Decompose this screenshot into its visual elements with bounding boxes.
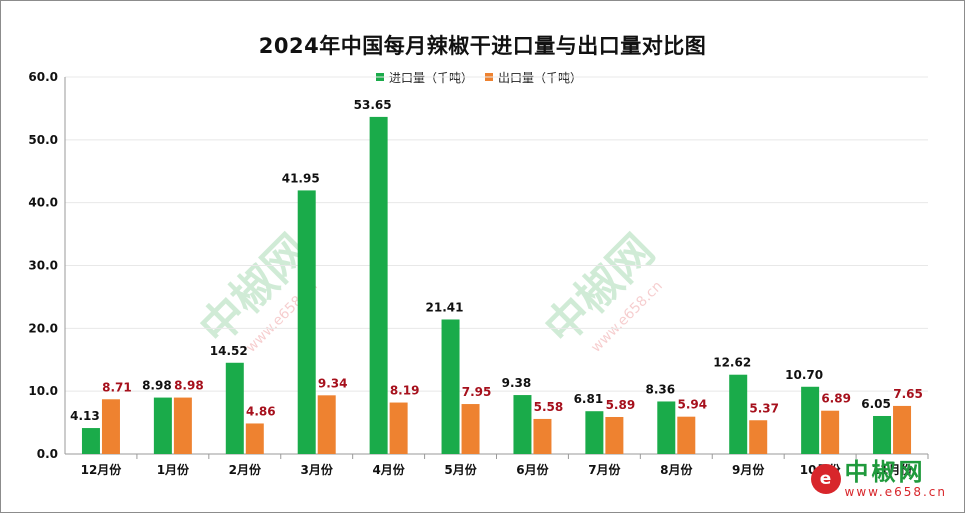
import-bar xyxy=(225,362,244,454)
x-tick-label: 6月份 xyxy=(516,462,549,477)
export-data-label: 8.71 xyxy=(102,380,132,394)
x-tick-label: 8月份 xyxy=(660,462,693,477)
import-data-label: 53.65 xyxy=(354,98,392,112)
export-bar xyxy=(893,405,912,454)
import-bar xyxy=(441,319,460,454)
import-bar xyxy=(729,374,748,454)
import-data-label: 8.36 xyxy=(645,382,675,396)
y-tick-label: 20.0 xyxy=(28,321,58,335)
export-data-label: 9.34 xyxy=(318,376,348,390)
corner-logo-circle: e xyxy=(810,464,841,494)
import-bar xyxy=(81,428,100,454)
export-data-label: 5.89 xyxy=(606,398,636,412)
x-tick-label: 7月份 xyxy=(588,462,621,477)
import-bar xyxy=(801,386,820,454)
import-bar xyxy=(585,411,604,454)
x-tick-label: 12月份 xyxy=(81,462,123,477)
x-tick-label: 9月份 xyxy=(732,462,765,477)
export-data-label: 8.19 xyxy=(390,384,420,398)
import-bar xyxy=(153,397,172,454)
import-data-label: 8.98 xyxy=(142,379,172,393)
y-tick-label: 40.0 xyxy=(28,196,58,210)
export-data-label: 5.94 xyxy=(677,398,707,412)
export-data-label: 7.65 xyxy=(893,387,923,401)
export-bar xyxy=(101,399,120,454)
x-tick-label: 4月份 xyxy=(372,462,405,477)
import-data-label: 12.62 xyxy=(713,356,751,370)
x-tick-label: 3月份 xyxy=(301,462,334,477)
x-tick-label: 11月份 xyxy=(872,462,914,477)
export-bar xyxy=(749,420,768,454)
corner-logo-text: 中椒网 xyxy=(844,458,926,486)
import-bar xyxy=(297,190,316,454)
import-data-label: 10.70 xyxy=(785,368,823,382)
corner-logo-url: www.e658.cn xyxy=(844,485,947,499)
import-data-label: 21.41 xyxy=(426,300,464,314)
import-data-label: 6.81 xyxy=(574,392,604,406)
import-bar xyxy=(513,395,532,454)
import-bar xyxy=(369,116,388,454)
export-bar xyxy=(461,404,480,454)
export-bar xyxy=(389,402,408,454)
import-bar xyxy=(873,415,892,454)
import-bar xyxy=(657,401,676,454)
export-data-label: 8.98 xyxy=(174,379,204,393)
export-data-label: 6.89 xyxy=(821,392,851,406)
y-tick-label: 60.0 xyxy=(28,70,58,84)
x-tick-label: 1月份 xyxy=(157,462,190,477)
x-tick-label: 5月份 xyxy=(444,462,477,477)
export-bar xyxy=(821,410,840,454)
x-tick-label: 2月份 xyxy=(229,462,262,477)
export-bar xyxy=(605,416,624,454)
import-data-label: 4.13 xyxy=(70,409,100,423)
y-tick-label: 10.0 xyxy=(28,384,58,398)
export-bar xyxy=(173,397,192,454)
import-data-label: 9.38 xyxy=(502,376,532,390)
export-data-label: 5.37 xyxy=(749,401,779,415)
export-data-label: 4.86 xyxy=(246,404,276,418)
import-data-label: 14.52 xyxy=(210,344,248,358)
export-bar xyxy=(533,418,552,454)
export-bar xyxy=(317,395,336,454)
import-data-label: 6.05 xyxy=(861,397,891,411)
y-tick-label: 30.0 xyxy=(28,259,58,273)
y-tick-label: 0.0 xyxy=(37,447,58,461)
export-data-label: 7.95 xyxy=(462,385,492,399)
chart-title: 2024年中国每月辣椒干进口量与出口量对比图 xyxy=(258,34,707,58)
corner-watermark-logo: e 中椒网 www.e658.cn xyxy=(810,458,947,499)
import-data-label: 41.95 xyxy=(282,171,320,185)
export-bar xyxy=(677,416,696,454)
y-tick-label: 50.0 xyxy=(28,133,58,147)
export-data-label: 5.58 xyxy=(534,400,564,414)
export-bar xyxy=(245,423,264,454)
